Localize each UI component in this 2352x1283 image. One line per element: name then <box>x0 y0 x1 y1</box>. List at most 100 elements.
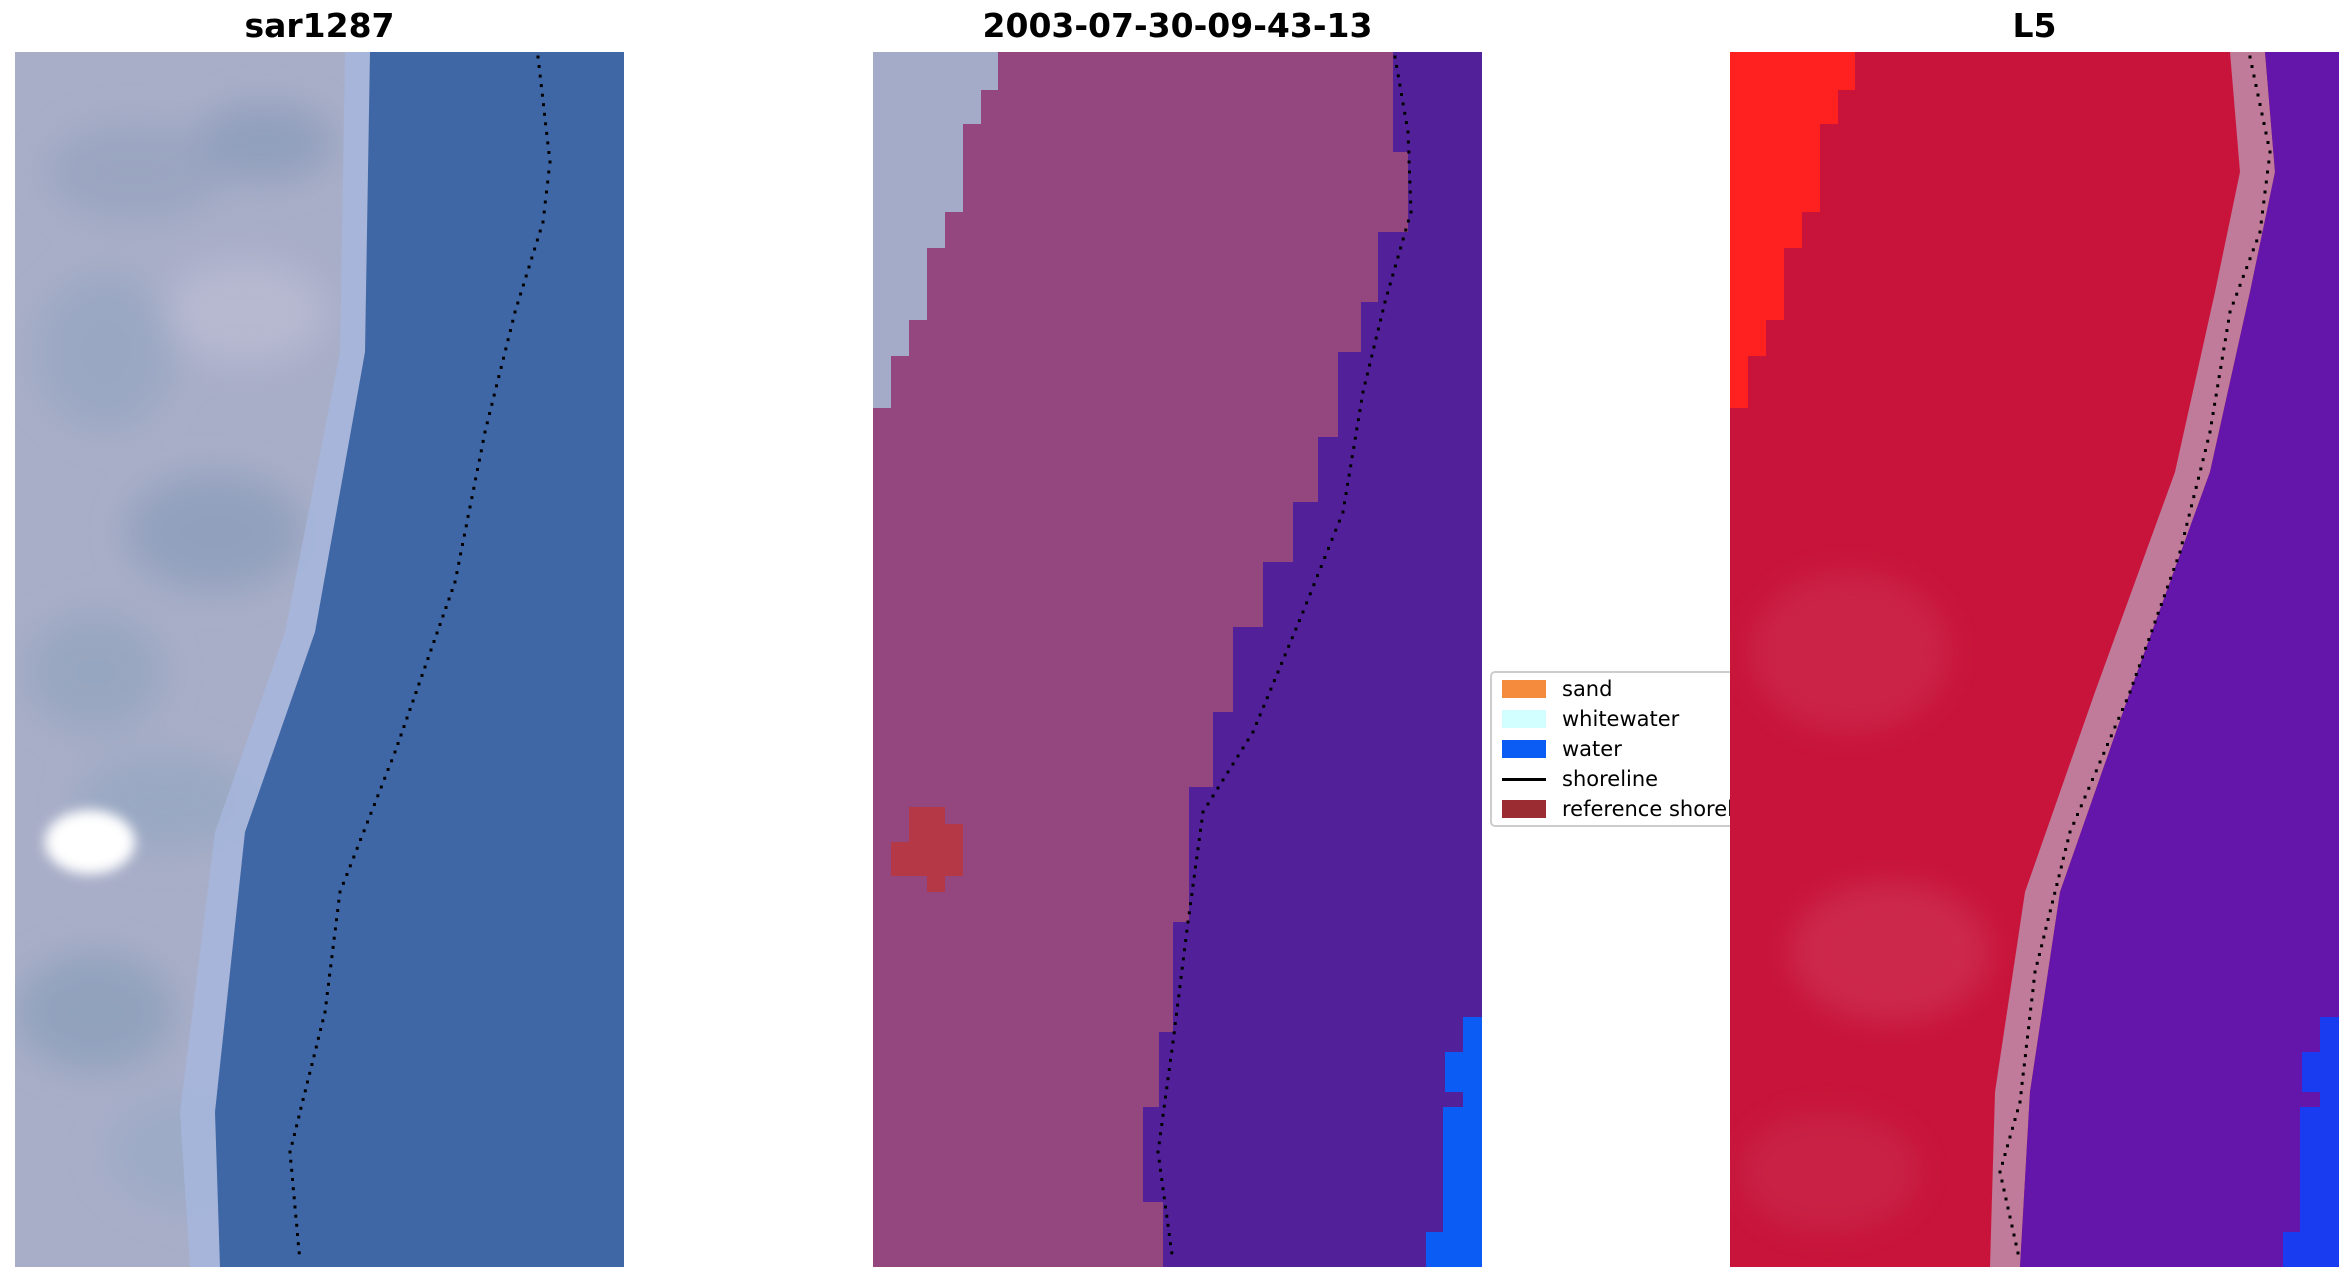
shoreline-dot <box>292 1196 296 1200</box>
shoreline-dot <box>441 614 445 618</box>
shoreline-dot <box>386 768 390 771</box>
panel-title-right: L5 <box>2012 6 2057 45</box>
shoreline-dot <box>1409 210 1413 214</box>
shoreline-dot <box>1175 1012 1178 1016</box>
shoreline-dot <box>2166 585 2169 589</box>
shoreline-dot <box>1388 282 1392 286</box>
shoreline-dot <box>472 486 476 490</box>
shoreline-dot <box>444 606 448 609</box>
shoreline-dot <box>1187 911 1191 915</box>
shoreline-dot <box>299 1106 303 1110</box>
shoreline-dot <box>1246 738 1250 742</box>
shoreline-dot <box>435 631 439 635</box>
legend-item-reference-shoreline: reference shoreline <box>1502 795 1730 823</box>
shoreline-dot <box>296 1233 299 1236</box>
shoreline-dot <box>1280 661 1284 665</box>
shoreline-dot <box>1305 601 1309 605</box>
shoreline-dot <box>1172 1031 1176 1035</box>
shoreline-dot <box>1272 679 1276 683</box>
shoreline-dot <box>1360 399 1363 403</box>
shoreline-dot <box>2266 141 2270 144</box>
shoreline-dot <box>1347 473 1351 477</box>
panel-title-middle: 2003-07-30-09-43-13 <box>982 6 1373 45</box>
shoreline-dot <box>2010 1224 2014 1228</box>
shoreline-dot <box>1216 786 1220 790</box>
shoreline-dot <box>1391 273 1395 277</box>
shoreline-dot <box>2079 804 2083 808</box>
shoreline-dot <box>2098 760 2102 764</box>
water-swatch <box>1502 740 1546 758</box>
shoreline-dot <box>316 1036 320 1040</box>
shoreline-dot <box>1290 636 1294 640</box>
shoreline-dot <box>2266 170 2269 174</box>
shoreline-dot <box>2029 1007 2033 1011</box>
shoreline-dot <box>2162 594 2166 598</box>
shoreline-dot <box>2117 716 2121 720</box>
l5-image <box>1730 52 2339 1267</box>
shoreline-dot <box>2251 248 2255 252</box>
shoreline-dot <box>1312 583 1316 587</box>
shoreline-dot <box>1294 627 1298 631</box>
shoreline-dot <box>2228 310 2232 314</box>
shoreline-dot <box>2175 559 2179 563</box>
shoreline-dot <box>1199 828 1202 832</box>
shoreline-dot <box>2260 112 2264 116</box>
shoreline-dot <box>2040 944 2044 948</box>
shoreline-dot <box>2016 1109 2019 1113</box>
shoreline-dot <box>2169 576 2173 580</box>
shoreline-dot <box>289 1159 293 1163</box>
shoreline-dot <box>2203 449 2207 452</box>
shoreline-dot <box>1401 237 1405 241</box>
shoreline-dot <box>470 496 474 500</box>
shoreline-dot <box>1327 546 1330 550</box>
shoreline-dot <box>338 890 342 894</box>
shoreline-dot <box>1236 754 1240 758</box>
shoreline-dot <box>390 759 394 763</box>
shoreline-dot <box>2258 103 2262 106</box>
shoreline-dot <box>1398 83 1402 87</box>
shoreline-dot <box>2153 620 2157 624</box>
shoreline-dot <box>2256 93 2260 97</box>
whitewater-swatch <box>1502 710 1546 728</box>
shoreline-dot <box>327 982 330 986</box>
shoreline-dot <box>1186 920 1190 924</box>
rgb-image <box>15 52 624 1267</box>
shoreline-dot <box>2113 725 2117 729</box>
rgb-image-panel <box>15 52 624 1267</box>
shoreline-dot <box>508 329 512 332</box>
shoreline-dot <box>2172 568 2176 571</box>
shoreline-dot <box>2252 74 2256 78</box>
shoreline-dot <box>1197 838 1201 841</box>
legend-item-water: water <box>1502 735 1622 763</box>
shoreline-dot <box>2192 495 2196 499</box>
shoreline-dot <box>541 220 545 224</box>
classified-image-panel <box>873 52 1482 1267</box>
shoreline-dot <box>535 238 539 242</box>
shoreline-dot <box>547 170 551 174</box>
shoreline-dot <box>2258 230 2262 234</box>
shoreline-dot <box>459 552 463 556</box>
shoreline-dot <box>369 811 373 815</box>
shoreline-dot <box>383 776 387 780</box>
shoreline-dot <box>1160 1178 1164 1181</box>
shoreline-dot <box>2222 347 2226 351</box>
shoreline-dot <box>485 421 489 425</box>
shoreline-dot <box>2121 708 2124 711</box>
shoreline-dot <box>2214 393 2218 397</box>
shoreline-dot <box>539 84 543 88</box>
shoreline-dot <box>1316 574 1319 578</box>
shoreline-dot <box>2018 1100 2022 1104</box>
shoreline-dot <box>488 412 492 415</box>
shoreline-dot <box>497 375 501 379</box>
shoreline-dot <box>1192 874 1196 878</box>
shoreline-dot <box>429 648 433 652</box>
shoreline-dot <box>2210 421 2213 425</box>
shoreline-dot <box>2046 918 2050 921</box>
shoreline-dot <box>323 1010 327 1014</box>
shoreline-dot <box>2106 743 2109 746</box>
shoreline-dot <box>1353 436 1357 440</box>
shoreline-dot <box>1173 1022 1177 1025</box>
shoreline-dot <box>1170 1251 1174 1255</box>
shoreline-dot <box>321 1019 325 1023</box>
shoreline-dot <box>479 449 483 453</box>
